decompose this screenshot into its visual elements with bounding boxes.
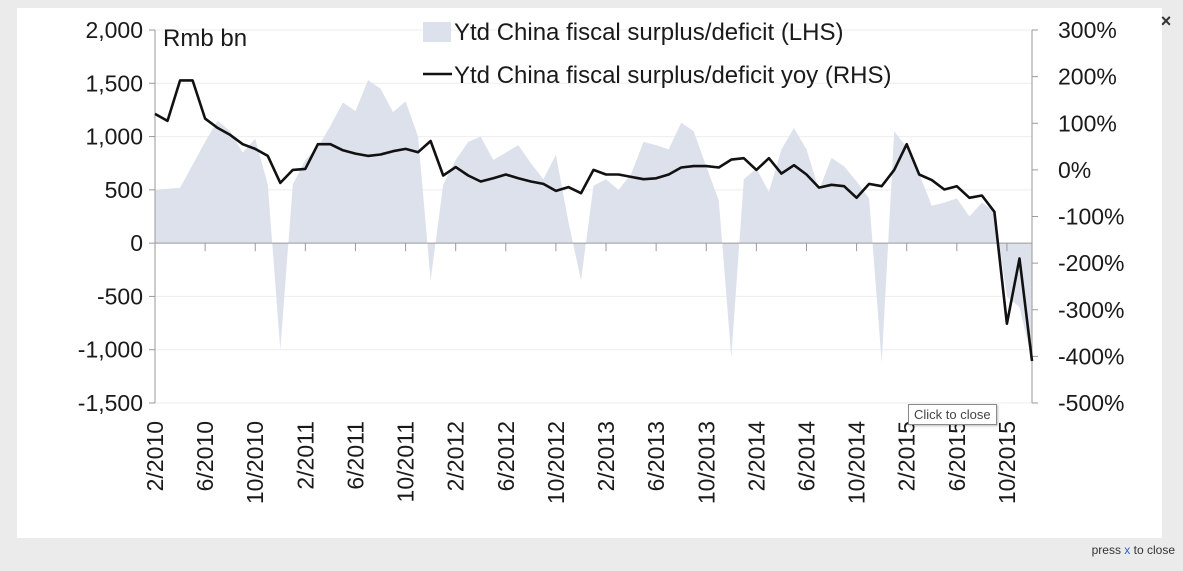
x-tick-label: 10/2012 (543, 421, 569, 504)
x-tick-label: 6/2015 (944, 421, 970, 491)
close-icon[interactable]: × (1160, 11, 1172, 31)
right-tick-label: -200% (1058, 250, 1124, 276)
x-tick-label: 10/2011 (393, 421, 419, 502)
x-tick-label: 2/2011 (292, 421, 318, 490)
left-tick-label: 0 (130, 230, 143, 256)
footer-prefix: press (1091, 543, 1125, 557)
x-tick-label: 2/2010 (142, 421, 168, 491)
x-tick-label: 6/2012 (493, 421, 519, 491)
left-tick-label: 1,000 (85, 124, 143, 150)
right-tick-label: 0% (1058, 157, 1091, 183)
x-tick-label: 6/2014 (793, 421, 819, 492)
x-tick-label: 10/2010 (242, 421, 268, 504)
right-tick-label: -100% (1058, 204, 1124, 230)
footer-hint: press x to close (1092, 543, 1175, 557)
left-tick-label: 1,500 (85, 70, 143, 96)
legend-swatch-area (423, 22, 451, 42)
right-tick-label: 300% (1058, 17, 1117, 43)
left-tick-label: 500 (105, 177, 143, 203)
x-tick-label: 2/2014 (743, 421, 769, 492)
x-tick-label: 10/2014 (844, 421, 870, 504)
right-tick-label: 200% (1058, 64, 1117, 90)
left-tick-label: -1,500 (78, 390, 143, 416)
x-tick-label: 6/2010 (192, 421, 218, 491)
x-tick-label: 2/2015 (894, 421, 920, 491)
x-tick-label: 2/2013 (593, 421, 619, 491)
series-line-yoy (154, 79, 1034, 362)
right-tick-label: -500% (1058, 390, 1124, 416)
left-tick-label: 2,000 (85, 17, 143, 43)
left-tick-label: -500 (97, 283, 143, 309)
chart-frame: 2,000 1,500 1,000 500 0 -500 -1,000 -1,500 300% 2… (17, 8, 1162, 538)
x-tick-label: 10/2013 (693, 421, 719, 504)
unit-label: Rmb bn (163, 25, 247, 52)
footer-key[interactable]: x (1124, 543, 1131, 557)
x-tick-label: 6/2011 (342, 421, 368, 490)
right-tick-label: -400% (1058, 343, 1124, 369)
x-tick-label: 2/2012 (443, 421, 469, 491)
x-tick-label: 10/2015 (994, 421, 1020, 504)
right-tick-label: -300% (1058, 297, 1124, 323)
left-tick-label: -1,000 (78, 337, 143, 363)
x-tick-label: 6/2013 (643, 421, 669, 491)
legend-label-line: Ytd China fiscal surplus/deficit yoy (RH… (454, 62, 891, 89)
right-tick-label: 100% (1058, 110, 1117, 136)
chart: 2,000 1,500 1,000 500 0 -500 -1,000 -1,500 300% 2… (78, 17, 1125, 504)
close-tooltip: Click to close (908, 404, 997, 425)
legend-label-area: Ytd China fiscal surplus/deficit (LHS) (454, 19, 843, 46)
series-area-fiscal-balance (155, 80, 1032, 363)
footer-suffix: to close (1130, 543, 1175, 557)
